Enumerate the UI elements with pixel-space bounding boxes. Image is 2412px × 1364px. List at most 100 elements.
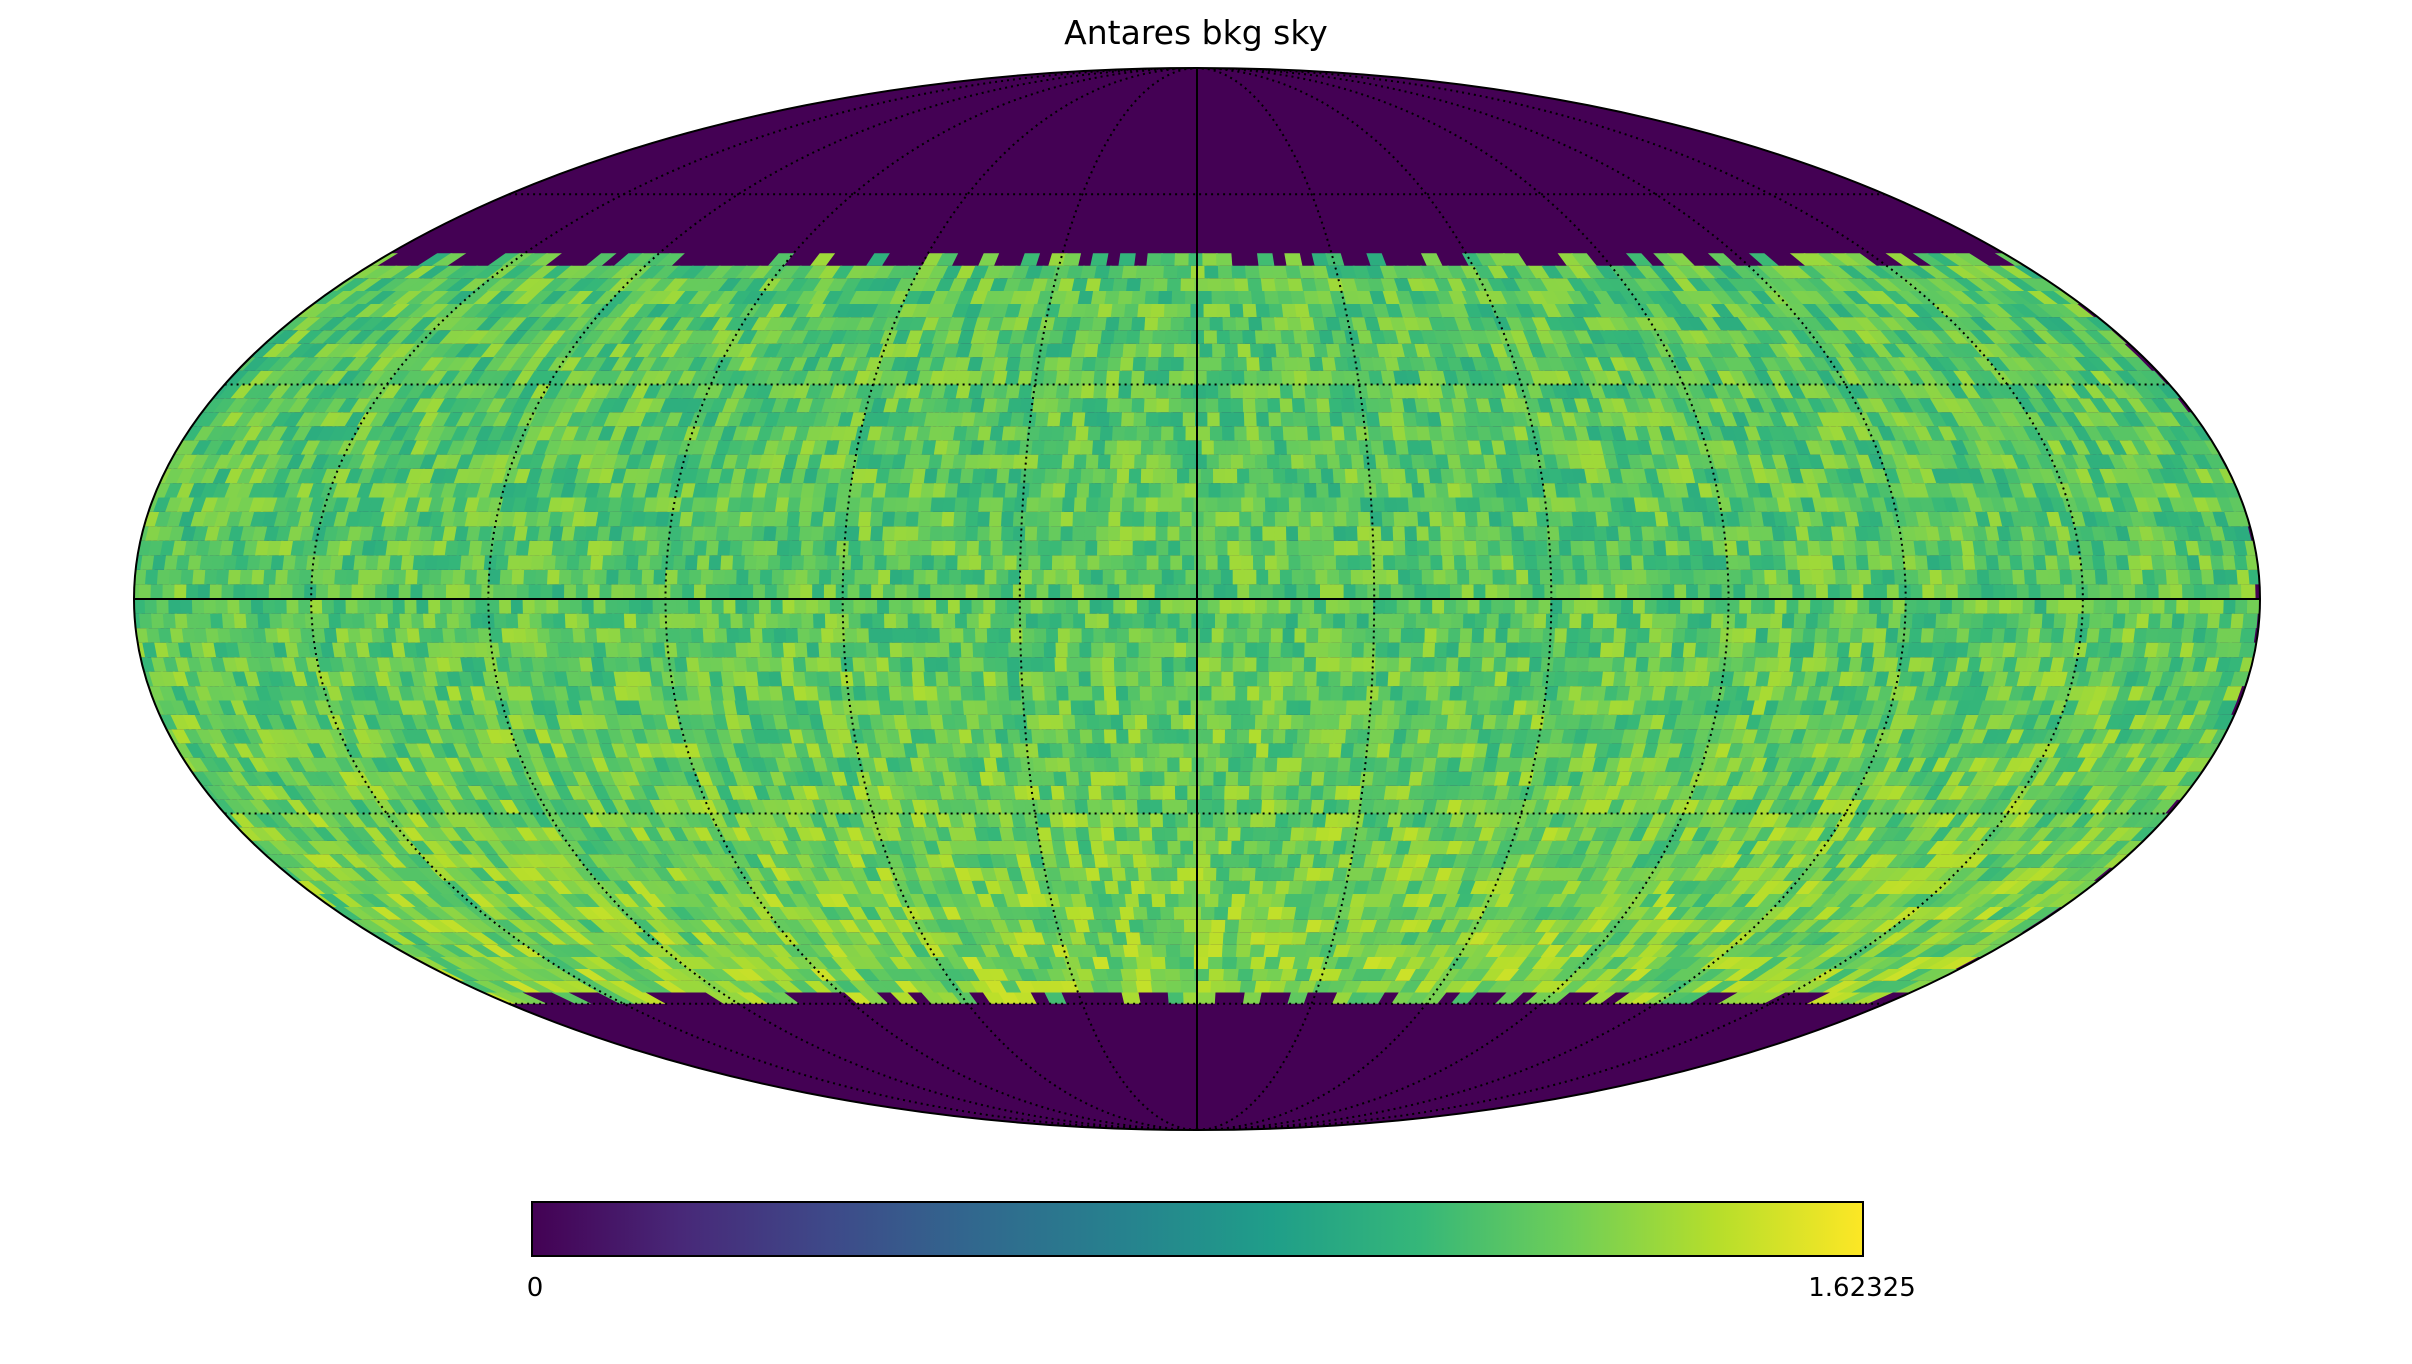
sky-pixel <box>354 854 384 868</box>
sky-pixel <box>299 799 325 814</box>
sky-pixel <box>695 944 725 957</box>
sky-pixel <box>1652 969 1684 981</box>
sky-pixel <box>1548 919 1573 933</box>
sky-pixel <box>1145 854 1162 868</box>
sky-pixel <box>536 854 562 868</box>
sky-pixel <box>1849 894 1879 907</box>
sky-pixel <box>1695 854 1719 868</box>
sky-pixel <box>2071 785 2096 800</box>
sky-pixel <box>1785 813 1808 828</box>
sky-pixel <box>1090 980 1111 993</box>
sky-pixel <box>246 743 269 758</box>
sky-pixel <box>597 992 636 1004</box>
sky-pixel <box>1600 907 1625 920</box>
sky-pixel <box>1909 813 1934 828</box>
sky-pixel <box>687 919 715 933</box>
sky-pixel <box>1177 867 1193 881</box>
sky-pixel <box>332 894 365 907</box>
sky-pixel <box>974 799 992 814</box>
sky-pixel <box>1883 957 1921 969</box>
sky-pixel <box>1149 799 1165 814</box>
sky-pixel <box>1064 907 1083 920</box>
sky-pixel <box>2138 799 2165 814</box>
sky-pixel <box>454 957 492 969</box>
sky-pixel <box>1524 992 1555 1004</box>
sky-pixel <box>1770 894 1798 907</box>
sky-pixel <box>355 785 380 800</box>
sky-pixel <box>1130 757 1146 772</box>
sky-pixel <box>1138 894 1155 907</box>
sky-pixel <box>544 813 568 828</box>
sky-pixel <box>1705 980 1741 993</box>
sky-pixel <box>1100 827 1117 841</box>
sky-pixel <box>1108 944 1127 957</box>
sky-pixel <box>797 919 823 933</box>
sky-pixel <box>1409 799 1427 814</box>
sky-pixel <box>732 880 757 894</box>
sky-pixel <box>1019 957 1041 969</box>
sky-pixel <box>535 919 566 933</box>
sky-pixel <box>2013 854 2043 868</box>
sky-pixel <box>589 840 614 855</box>
sky-pixel <box>1336 894 1355 907</box>
sky-pixel <box>261 799 288 814</box>
sky-pixel <box>1179 944 1196 957</box>
sky-pixel <box>1860 867 1887 881</box>
sky-pixel <box>1215 827 1231 841</box>
sky-pixel <box>1347 771 1364 786</box>
sky-pixel <box>199 757 224 772</box>
sky-pixel <box>1866 799 1890 814</box>
sky-pixel <box>905 771 923 786</box>
sky-pixel <box>383 919 418 933</box>
sky-pixel <box>1236 880 1253 894</box>
sky-pixel <box>686 957 717 969</box>
sky-pixel <box>1966 919 2001 933</box>
sky-pixel <box>1292 957 1312 969</box>
sky-pixel <box>1911 785 1935 800</box>
sky-pixel <box>761 932 788 945</box>
sky-pixel <box>1938 880 1969 894</box>
sky-pixel <box>1286 771 1302 786</box>
sky-pixel <box>1370 867 1389 881</box>
sky-pixel <box>1643 992 1678 1004</box>
sky-pixel <box>1639 880 1664 894</box>
sky-pixel <box>1411 813 1430 828</box>
sky-pixel <box>1704 827 1726 841</box>
sky-pixel <box>1293 867 1311 881</box>
sky-pixel <box>991 771 1009 786</box>
sky-pixel <box>324 799 350 814</box>
sky-pixel <box>1698 840 1722 855</box>
sky-pixel <box>845 932 870 945</box>
sky-pixel <box>825 919 849 933</box>
sky-pixel <box>744 957 774 969</box>
sky-pixel <box>1942 827 1968 841</box>
sky-pixel <box>1319 867 1337 881</box>
sky-pixel <box>2113 799 2140 814</box>
sky-pixel <box>2030 771 2054 786</box>
sky-pixel <box>592 827 616 841</box>
sky-pixel <box>748 894 773 907</box>
sky-pixel <box>2006 919 2042 933</box>
sky-pixel <box>1939 957 1979 969</box>
sky-pixel <box>337 827 365 841</box>
sky-pixel <box>1458 980 1484 993</box>
sky-pixel <box>1069 932 1088 945</box>
sky-pixel <box>2017 827 2044 841</box>
sky-pixel <box>461 799 486 814</box>
sky-pixel <box>1180 980 1198 993</box>
sky-pixel <box>1847 813 1871 828</box>
sky-pixel <box>1628 992 1662 1004</box>
sky-pixel <box>371 840 399 855</box>
sky-pixel <box>1173 907 1190 920</box>
sky-pixel <box>515 827 541 841</box>
sky-pixel <box>1183 880 1199 894</box>
sky-pixel <box>1224 799 1240 814</box>
sky-pixel <box>1771 957 1805 969</box>
sky-pixel <box>1750 919 1780 933</box>
sky-pixel <box>1517 957 1544 969</box>
sky-pixel <box>438 907 471 920</box>
sky-pixel <box>1953 799 1977 814</box>
sky-pixel <box>399 894 431 907</box>
sky-pixel <box>1862 785 1885 800</box>
sky-pixel <box>1754 827 1777 841</box>
